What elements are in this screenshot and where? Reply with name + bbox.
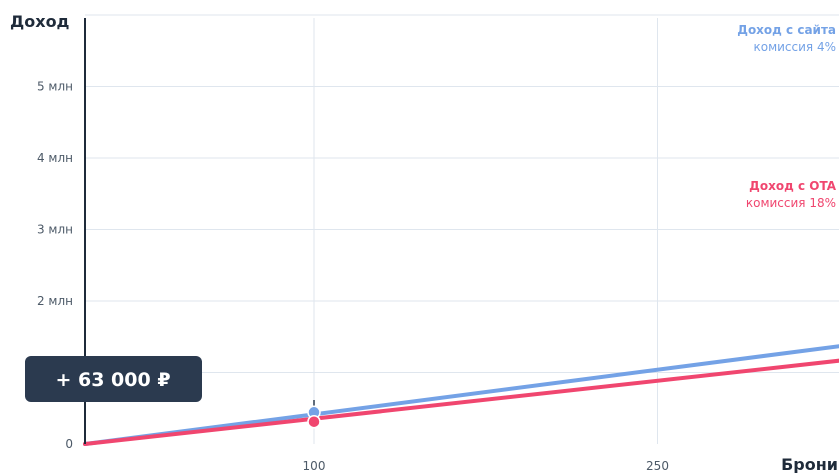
series-markers xyxy=(307,405,321,429)
y-tick-label: 3 млн xyxy=(37,223,73,237)
series-note: комиссия 4% xyxy=(753,40,836,54)
series-name: Доход с OTA xyxy=(749,179,837,193)
callout-box xyxy=(25,356,202,402)
series-labels: Доход с сайта комиссия 4% Доход с OTA комис… xyxy=(737,23,836,210)
x-tick-label: 100 xyxy=(303,459,326,473)
y-tick-label: 4 млн xyxy=(37,151,73,165)
savings-callout: + 63 000 ₽ xyxy=(25,356,315,428)
callout-value: + 63 000 ₽ xyxy=(55,369,170,391)
y-tick-label: 2 млн xyxy=(37,294,73,308)
x-tick-labels: 1002505007501000 xyxy=(303,459,669,473)
series-marker xyxy=(307,414,321,429)
series-name: Доход с сайта xyxy=(737,23,836,37)
series-lines xyxy=(83,344,839,446)
x-axis-title: Брони xyxy=(781,455,838,473)
series-note: комиссия 18% xyxy=(746,196,836,210)
grid-lines xyxy=(85,14,839,444)
y-tick-label: 0 xyxy=(65,437,73,451)
series-line xyxy=(83,344,839,446)
series-line xyxy=(83,358,839,446)
y-tick-labels: 0 2 млн 3 млн 4 млн 5 млн xyxy=(37,80,73,452)
y-axis-title: Доход xyxy=(10,12,70,31)
y-tick-label: 5 млн xyxy=(37,80,73,94)
x-tick-label: 250 xyxy=(646,459,669,473)
